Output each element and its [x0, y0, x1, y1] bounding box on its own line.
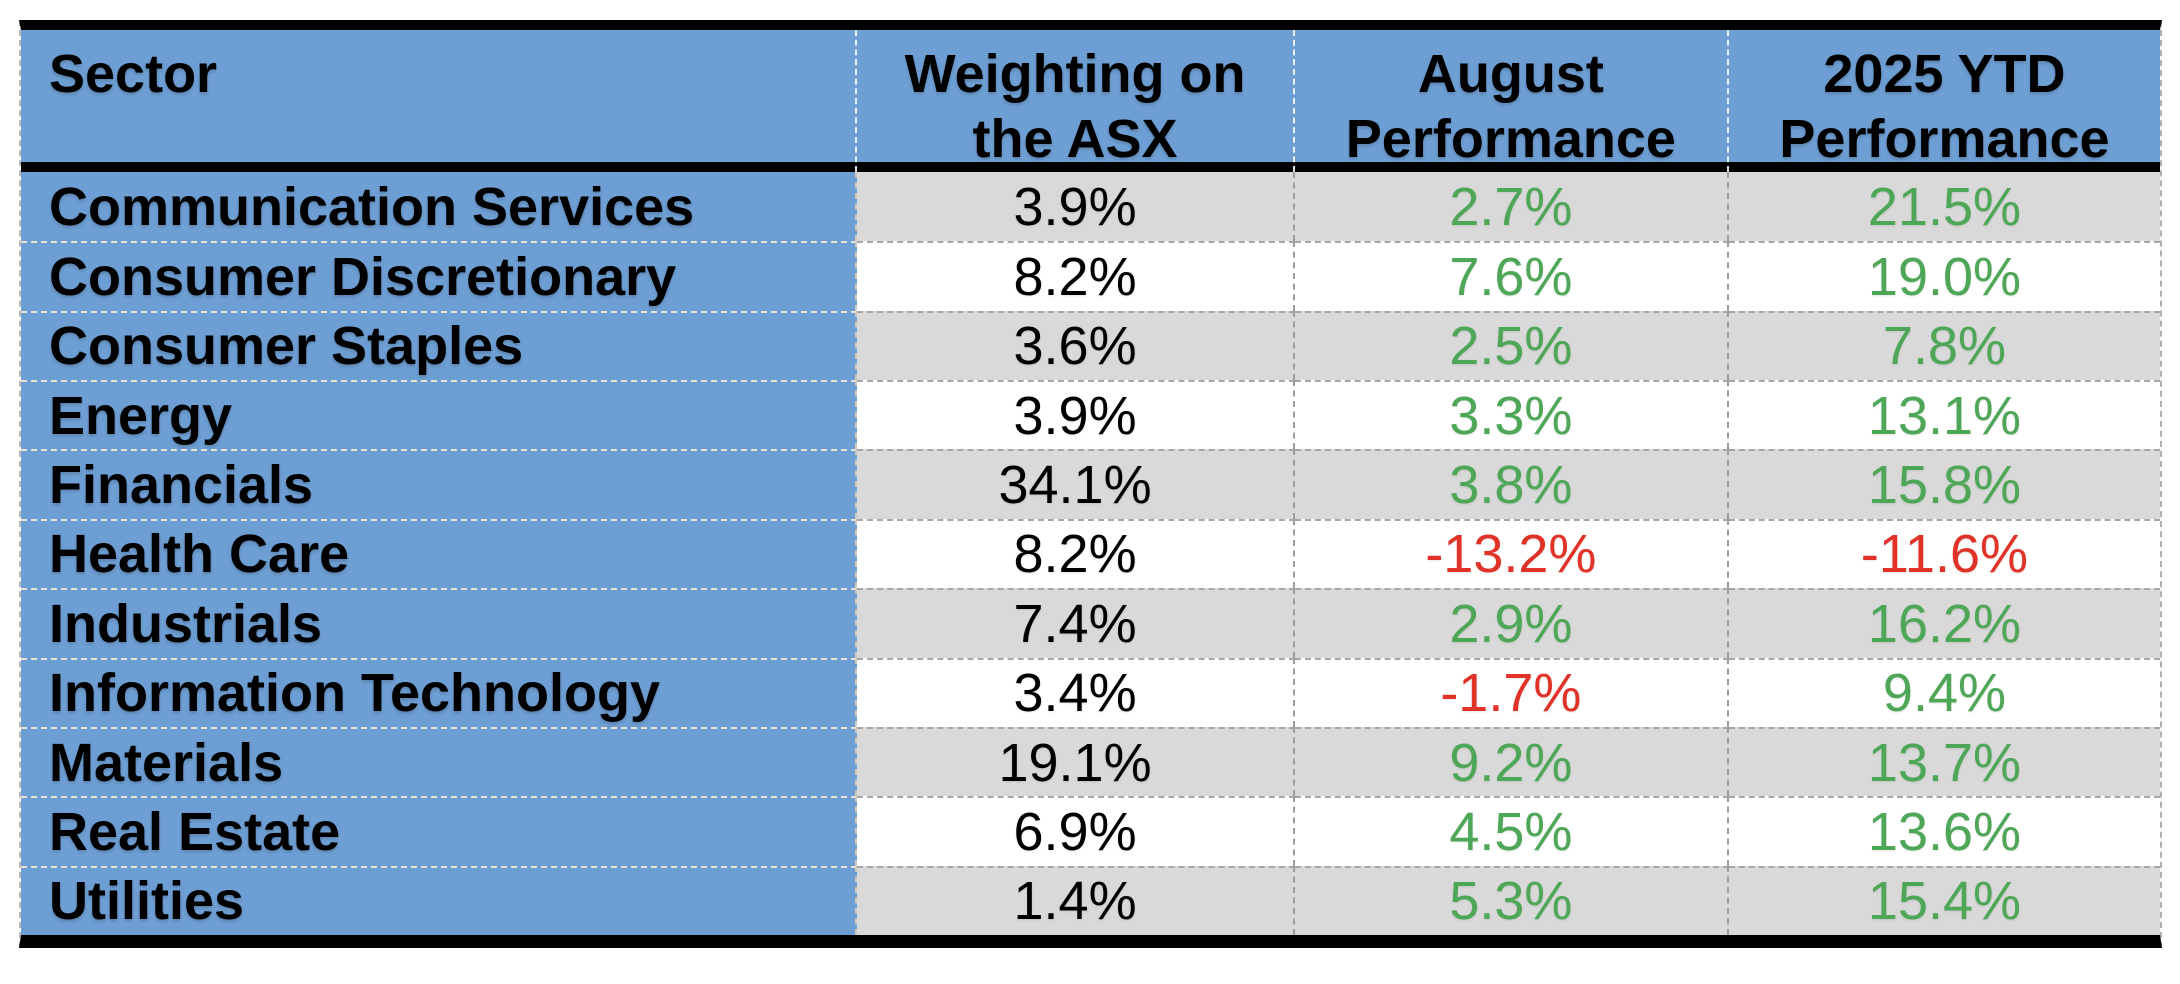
august-performance-value: -1.7%	[1294, 657, 1729, 727]
august-performance-value: 9.2%	[1294, 726, 1729, 797]
table-row: Health Care 8.2% -13.2% -11.6%	[21, 518, 2160, 589]
table-row: Consumer Staples 3.6% 2.5% 7.8%	[21, 310, 2160, 381]
august-performance-value: 5.3%	[1294, 865, 1729, 935]
sector-name: Communication Services	[21, 172, 858, 242]
ytd-performance-value: -11.6%	[1728, 518, 2160, 589]
sector-name: Information Technology	[21, 657, 858, 727]
august-performance-value: 7.6%	[1294, 241, 1729, 311]
table-header-row: Sector Weighting on the ASX August Perfo…	[21, 30, 2160, 172]
ytd-performance-value: 13.1%	[1728, 380, 2160, 450]
table-row: Real Estate 6.9% 4.5% 13.6%	[21, 796, 2160, 866]
ytd-performance-value: 9.4%	[1728, 657, 2160, 727]
ytd-performance-value: 21.5%	[1728, 172, 2160, 242]
august-performance-value: 2.7%	[1294, 172, 1729, 242]
column-header-weighting: Weighting on the ASX	[857, 30, 1295, 172]
sector-name: Real Estate	[21, 796, 858, 866]
table-row: Consumer Discretionary 8.2% 7.6% 19.0%	[21, 241, 2160, 311]
sector-name: Consumer Discretionary	[21, 241, 858, 311]
august-performance-value: 3.8%	[1294, 449, 1729, 519]
table-row: Materials 19.1% 9.2% 13.7%	[21, 726, 2160, 797]
august-performance-value: 2.9%	[1294, 588, 1729, 658]
weighting-value: 3.9%	[857, 172, 1295, 242]
table-row: Communication Services 3.9% 2.7% 21.5%	[21, 172, 2160, 242]
sector-name: Materials	[21, 726, 858, 797]
table-row: Industrials 7.4% 2.9% 16.2%	[21, 588, 2160, 658]
column-header-sector: Sector	[21, 30, 858, 172]
weighting-value: 34.1%	[857, 449, 1295, 519]
table-row: Energy 3.9% 3.3% 13.1%	[21, 380, 2160, 450]
weighting-value: 3.9%	[857, 380, 1295, 450]
weighting-value: 3.6%	[857, 310, 1295, 381]
column-header-ytd-performance: 2025 YTD Performance	[1779, 44, 2110, 169]
ytd-performance-value: 15.4%	[1728, 865, 2160, 935]
weighting-value: 3.4%	[857, 657, 1295, 727]
sector-name: Health Care	[21, 518, 858, 589]
ytd-performance-value: 19.0%	[1728, 241, 2160, 311]
august-performance-value: 3.3%	[1294, 380, 1729, 450]
ytd-performance-value: 7.8%	[1728, 310, 2160, 381]
weighting-value: 1.4%	[857, 865, 1295, 935]
sector-name: Energy	[21, 380, 858, 450]
weighting-value: 7.4%	[857, 588, 1295, 658]
august-performance-value: 2.5%	[1294, 310, 1729, 381]
ytd-performance-value: 13.7%	[1728, 726, 2160, 797]
ytd-performance-value: 13.6%	[1728, 796, 2160, 866]
table-row: Utilities 1.4% 5.3% 15.4%	[21, 865, 2160, 935]
ytd-performance-value: 16.2%	[1728, 588, 2160, 658]
table-body: Communication Services 3.9% 2.7% 21.5% Consu…	[21, 172, 2160, 935]
weighting-value: 8.2%	[857, 518, 1295, 589]
ytd-performance-value: 15.8%	[1728, 449, 2160, 519]
sector-name: Industrials	[21, 588, 858, 658]
sector-name: Consumer Staples	[21, 310, 858, 381]
august-performance-value: 4.5%	[1294, 796, 1729, 866]
august-performance-value: -13.2%	[1294, 518, 1729, 589]
weighting-value: 6.9%	[857, 796, 1295, 866]
column-header-august-performance: August Performance	[1295, 30, 1729, 172]
weighting-value: 8.2%	[857, 241, 1295, 311]
weighting-value: 19.1%	[857, 726, 1295, 797]
sector-name: Utilities	[21, 865, 858, 935]
table-row: Information Technology 3.4% -1.7% 9.4%	[21, 657, 2160, 727]
sector-performance-table: Sector Weighting on the ASX August Perfo…	[19, 20, 2162, 948]
table-row: Financials 34.1% 3.8% 15.8%	[21, 449, 2160, 519]
sector-name: Financials	[21, 449, 858, 519]
